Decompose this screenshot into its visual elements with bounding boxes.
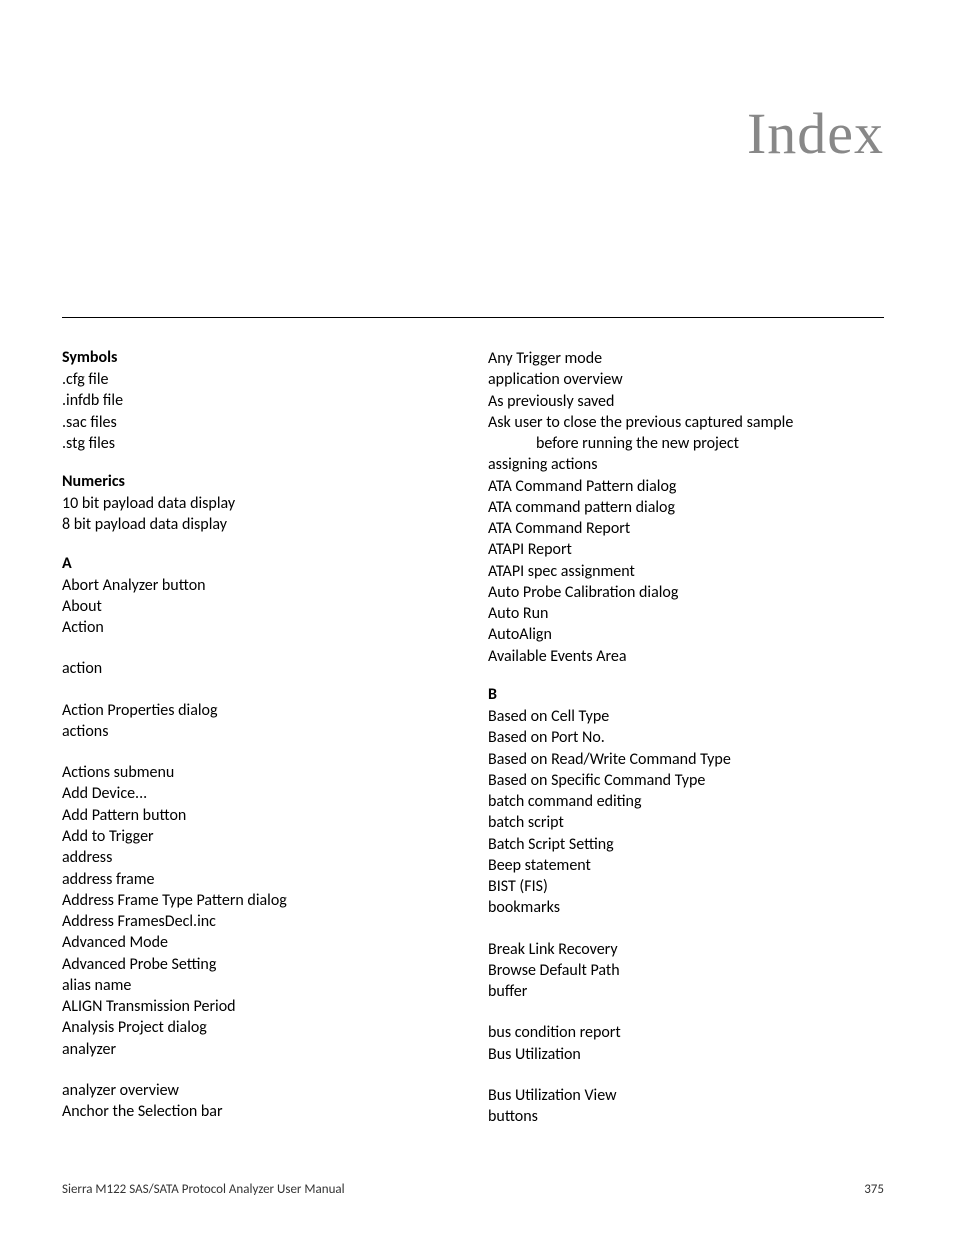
index-entry: before running the new project: [488, 433, 884, 454]
footer: Sierra M122 SAS/SATA Protocol Analyzer U…: [62, 1182, 884, 1197]
index-section: A Abort Analyzer buttonAboutAction action A…: [62, 554, 458, 1123]
index-entry: ATAPI Report: [488, 539, 884, 560]
index-entry: ALIGN Transmission Period: [62, 996, 458, 1017]
index-entry: buffer: [488, 981, 884, 1002]
index-entry: Action: [62, 617, 458, 638]
index-entry: Bus Utilization: [488, 1044, 884, 1065]
index-entry: action: [62, 658, 458, 679]
index-entry: actions: [62, 721, 458, 742]
index-entry: .cfg file: [62, 369, 458, 390]
page-content: Index Symbols .cfg file.infdb file.sac fi…: [0, 0, 954, 1146]
index-columns: Symbols .cfg file.infdb file.sac files.st…: [62, 348, 884, 1146]
index-column-left: Symbols .cfg file.infdb file.sac files.st…: [62, 348, 458, 1146]
index-entry: Based on Cell Type: [488, 706, 884, 727]
index-entry: bus condition report: [488, 1022, 884, 1043]
index-entry: 8 bit payload data display: [62, 514, 458, 535]
index-entry: analyzer: [62, 1039, 458, 1060]
index-column-right: Any Trigger modeapplication overviewAs p…: [488, 348, 884, 1146]
index-entry: address: [62, 847, 458, 868]
index-entry: ATA command pattern dialog: [488, 497, 884, 518]
index-entry: Available Events Area: [488, 646, 884, 667]
index-entry: Auto Probe Calibration dialog: [488, 582, 884, 603]
index-entry: Actions submenu: [62, 762, 458, 783]
index-entry: .stg files: [62, 433, 458, 454]
index-section: Numerics 10 bit payload data display8 bit…: [62, 472, 458, 536]
index-entry: application overview: [488, 369, 884, 390]
index-entry: batch command editing: [488, 791, 884, 812]
index-entry: BIST (FIS): [488, 876, 884, 897]
index-section: Any Trigger modeapplication overviewAs p…: [488, 348, 884, 667]
index-entry: assigning actions: [488, 454, 884, 475]
index-entry: Add Pattern button: [62, 805, 458, 826]
index-entry: Advanced Probe Setting: [62, 954, 458, 975]
index-entry: Advanced Mode: [62, 932, 458, 953]
index-entry: Beep statement: [488, 855, 884, 876]
index-entry: Auto Run: [488, 603, 884, 624]
index-entry: Analysis Project dialog: [62, 1017, 458, 1038]
section-heading: Numerics: [62, 472, 458, 491]
index-entry: bookmarks: [488, 897, 884, 918]
section-heading: A: [62, 554, 458, 573]
index-entry: AutoAlign: [488, 624, 884, 645]
index-entry: Based on Specific Command Type: [488, 770, 884, 791]
index-entry: Based on Read/Write Command Type: [488, 749, 884, 770]
index-section: BBased on Cell TypeBased on Port No.Base…: [488, 685, 884, 1128]
index-entry: Add Device...: [62, 783, 458, 804]
index-entry: Any Trigger mode: [488, 348, 884, 369]
index-entry: .infdb file: [62, 390, 458, 411]
section-heading: B: [488, 685, 884, 704]
index-entry: analyzer overview: [62, 1080, 458, 1101]
index-entry: batch script: [488, 812, 884, 833]
index-entry: Abort Analyzer button: [62, 575, 458, 596]
index-entry: Based on Port No.: [488, 727, 884, 748]
index-section: Symbols .cfg file.infdb file.sac files.st…: [62, 348, 458, 454]
index-entry: Add to Trigger: [62, 826, 458, 847]
index-entry: .sac files: [62, 412, 458, 433]
index-entry: Break Link Recovery: [488, 939, 884, 960]
index-entry: Anchor the Selection bar: [62, 1101, 458, 1122]
index-entry: Action Properties dialog: [62, 700, 458, 721]
index-entry: As previously saved: [488, 391, 884, 412]
index-entry: 10 bit payload data display: [62, 493, 458, 514]
index-entry: Address Frame Type Pattern dialog: [62, 890, 458, 911]
divider: [62, 317, 884, 318]
index-entry: Bus Utilization View: [488, 1085, 884, 1106]
index-entry: ATA Command Pattern dialog: [488, 476, 884, 497]
index-entry: Browse Default Path: [488, 960, 884, 981]
index-entry: Ask user to close the previous captured …: [488, 412, 884, 433]
index-entry: alias name: [62, 975, 458, 996]
page-title: Index: [62, 100, 884, 167]
index-entry: ATAPI spec assignment: [488, 561, 884, 582]
index-entry: address frame: [62, 869, 458, 890]
section-heading: Symbols: [62, 348, 458, 367]
index-entry: About: [62, 596, 458, 617]
index-entry: Address FramesDecl.inc: [62, 911, 458, 932]
index-entry: Batch Script Setting: [488, 834, 884, 855]
index-entry: ATA Command Report: [488, 518, 884, 539]
footer-left: Sierra M122 SAS/SATA Protocol Analyzer U…: [62, 1182, 345, 1197]
index-entry: buttons: [488, 1106, 884, 1127]
footer-right: 375: [864, 1182, 884, 1197]
